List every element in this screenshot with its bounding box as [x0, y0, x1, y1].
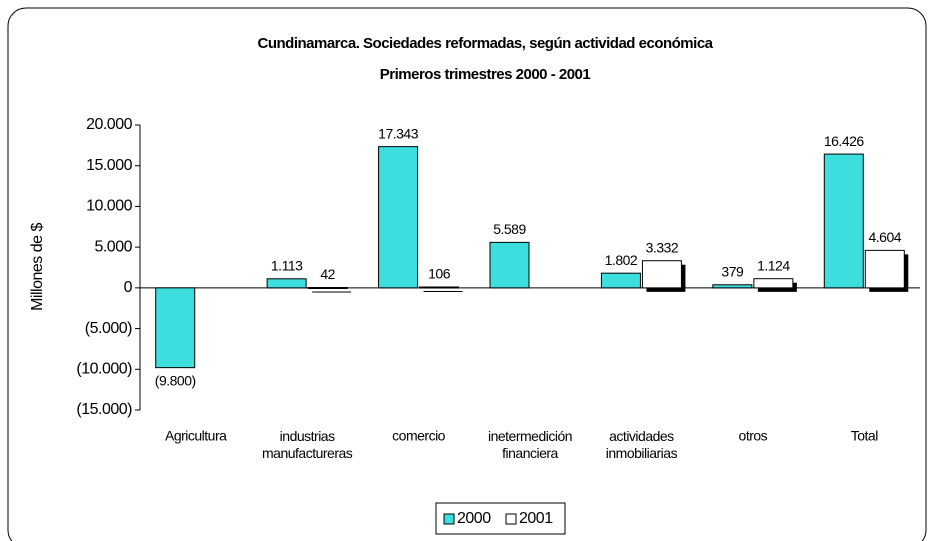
chart-title: Cundinamarca. Sociedades reformadas, seg… — [258, 35, 714, 52]
value-label: 4.604 — [869, 229, 902, 245]
y-tick-label: 5.000 — [94, 238, 132, 255]
bar — [641, 260, 682, 289]
bar — [266, 278, 307, 289]
y-tick-label: 15.000 — [86, 157, 133, 174]
bar — [823, 153, 864, 289]
bar-shadow — [423, 290, 463, 292]
bar — [712, 284, 753, 289]
y-tick-label: 20.000 — [86, 116, 133, 133]
y-tick-label: (10.000) — [76, 361, 132, 378]
bar — [419, 286, 460, 289]
legend-swatch — [505, 513, 517, 525]
value-label: 16.426 — [824, 133, 865, 149]
y-tick-label: (5.000) — [85, 320, 132, 337]
y-tick-label: (15.000) — [76, 401, 132, 418]
legend-label: 2001 — [519, 510, 553, 527]
x-tick-label: comercio — [392, 428, 446, 444]
bar — [307, 287, 348, 290]
bar — [600, 272, 641, 289]
value-label: 1.113 — [271, 257, 303, 273]
bar — [155, 287, 196, 369]
value-label: 1.802 — [605, 252, 638, 268]
y-tick-label: 10.000 — [86, 198, 133, 215]
x-tick-label: Total — [851, 428, 878, 444]
x-tick-label: actividades inmobiliarias — [606, 428, 678, 461]
value-label: (9.800) — [155, 372, 196, 388]
value-label: 3.332 — [646, 239, 679, 255]
bar — [378, 146, 419, 289]
value-label: 1.124 — [757, 257, 790, 273]
bar-shadow — [312, 291, 352, 293]
x-tick-label: industrias manufactureras — [262, 428, 353, 461]
value-label: 42 — [320, 266, 335, 282]
value-label: 106 — [428, 266, 451, 282]
y-tick-label: 0 — [124, 279, 133, 296]
chart-subtitle: Primeros trimestres 2000 - 2001 — [380, 66, 591, 83]
y-axis-label: Millones de $ — [29, 223, 46, 311]
bar — [864, 249, 905, 289]
bar — [489, 241, 530, 289]
legend-box — [435, 502, 566, 535]
legend-swatch — [443, 513, 455, 525]
value-label: 379 — [721, 263, 744, 279]
x-tick-label: Agricultura — [165, 428, 227, 444]
value-label: 17.343 — [378, 125, 419, 141]
value-label: 5.589 — [493, 221, 526, 237]
x-tick-label: otros — [739, 428, 768, 444]
x-tick-label: inetermedición financiera — [488, 428, 572, 461]
bar — [753, 278, 794, 289]
legend-label: 2000 — [457, 510, 491, 527]
chart-frame — [7, 7, 927, 541]
